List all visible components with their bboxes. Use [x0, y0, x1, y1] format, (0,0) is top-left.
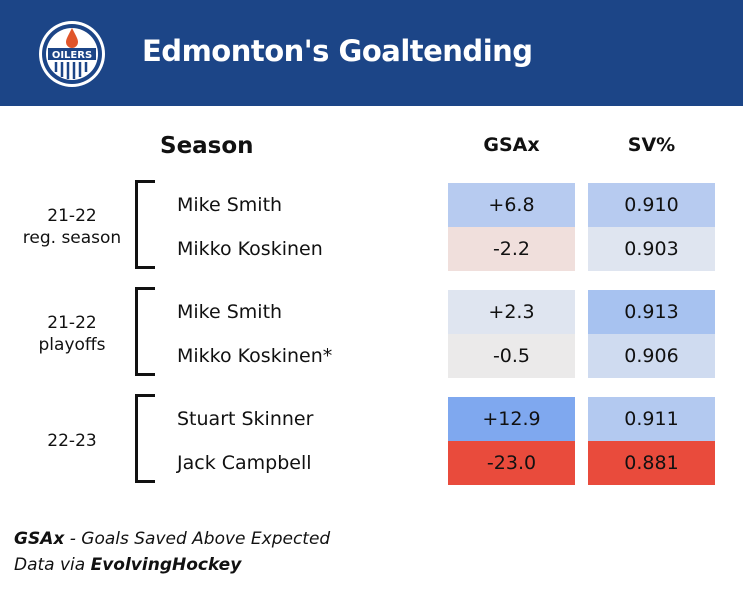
gsax-definition: - Goals Saved Above Expected: [64, 529, 331, 549]
season-type-label: reg. season: [22, 228, 122, 248]
goalie-name: Mikko Koskinen: [177, 238, 323, 260]
gsax-cell: +6.8: [448, 183, 575, 227]
goalie-name: Mikko Koskinen*: [177, 345, 333, 367]
header-banner: OILERS Edmonton's Goaltending: [0, 0, 743, 106]
season-column-header: Season: [160, 133, 254, 159]
season-label: 22-23: [47, 431, 97, 451]
svg-text:OILERS: OILERS: [52, 50, 92, 61]
svpct-cell: 0.910: [588, 183, 715, 227]
footnote-gsax: GSAx - Goals Saved Above Expected: [14, 529, 330, 549]
season-group-label: 22-23: [8, 430, 136, 452]
group-bracket: [135, 180, 155, 269]
svpct-cell: 0.903: [588, 227, 715, 271]
gsax-column-header: GSAx: [483, 134, 540, 156]
gsax-cell: +2.3: [448, 290, 575, 334]
goalie-name: Jack Campbell: [177, 452, 312, 474]
svpct-cell: 0.913: [588, 290, 715, 334]
gsax-abbr: GSAx: [14, 529, 65, 549]
group-bracket: [135, 287, 155, 376]
source-name: EvolvingHockey: [90, 555, 242, 575]
goalie-name: Mike Smith: [177, 301, 283, 323]
gsax-cell: -2.2: [448, 227, 575, 271]
season-label: 21-22: [47, 313, 97, 333]
season-group-label: 21-22 reg. season: [8, 205, 136, 249]
oilers-logo-icon: OILERS: [39, 21, 105, 87]
svpct-cell: 0.906: [588, 334, 715, 378]
svpct-cell: 0.911: [588, 397, 715, 441]
gsax-cell: -23.0: [448, 441, 575, 485]
season-type-label: playoffs: [38, 335, 106, 355]
footnote-source: Data via EvolvingHockey: [14, 555, 241, 575]
season-label: 21-22: [47, 206, 97, 226]
svpct-column-header: SV%: [627, 134, 676, 156]
group-bracket: [135, 394, 155, 483]
source-prefix: Data via: [14, 555, 91, 575]
svpct-cell: 0.881: [588, 441, 715, 485]
goalie-name: Mike Smith: [177, 194, 283, 216]
season-group-label: 21-22 playoffs: [8, 312, 136, 356]
goalie-name: Stuart Skinner: [177, 408, 314, 430]
page-title: Edmonton's Goaltending: [142, 34, 533, 68]
gsax-cell: -0.5: [448, 334, 575, 378]
gsax-cell: +12.9: [448, 397, 575, 441]
